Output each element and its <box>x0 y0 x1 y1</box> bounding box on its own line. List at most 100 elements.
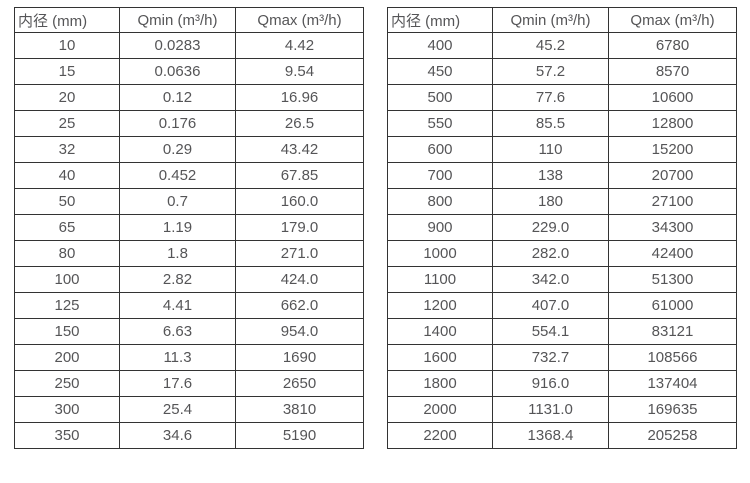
column-header-1: Qmin (m³/h) <box>492 7 609 33</box>
table-cell: 550 <box>387 110 493 137</box>
table-cell: 77.6 <box>492 84 609 111</box>
table-cell: 180 <box>492 188 609 215</box>
table-cell: 662.0 <box>235 292 364 319</box>
table-cell: 350 <box>14 422 120 449</box>
table-row: 1200 407.0 61000 <box>387 292 737 319</box>
table-cell: 34.6 <box>119 422 236 449</box>
table-cell: 80 <box>14 240 120 267</box>
header-row: 内径 (mm) Qmin (m³/h) Qmax (m³/h) <box>14 7 364 33</box>
table-cell: 45.2 <box>492 32 609 59</box>
table-cell: 0.29 <box>119 136 236 163</box>
table-cell: 179.0 <box>235 214 364 241</box>
table-cell: 9.54 <box>235 58 364 85</box>
table-cell: 2000 <box>387 396 493 423</box>
table-cell: 110 <box>492 136 609 163</box>
table-cell: 250 <box>14 370 120 397</box>
table-cell: 4.41 <box>119 292 236 319</box>
table-cell: 85.5 <box>492 110 609 137</box>
table-row: 15 0.0636 9.54 <box>14 58 364 85</box>
table-cell: 108566 <box>608 344 737 371</box>
table-cell: 0.12 <box>119 84 236 111</box>
table-cell: 3810 <box>235 396 364 423</box>
table-cell: 1600 <box>387 344 493 371</box>
table-cell: 1400 <box>387 318 493 345</box>
table-cell: 125 <box>14 292 120 319</box>
table-cell: 2200 <box>387 422 493 449</box>
flow-rate-table-large-diameters: 内径 (mm) Qmin (m³/h) Qmax (m³/h) 400 45.2 6780… <box>387 7 737 449</box>
table-cell: 0.452 <box>119 162 236 189</box>
table-cell: 51300 <box>608 266 737 293</box>
table-cell: 25 <box>14 110 120 137</box>
table-cell: 229.0 <box>492 214 609 241</box>
flow-rate-table-small-diameters: 内径 (mm) Qmin (m³/h) Qmax (m³/h) 10 0.0283 4.4… <box>14 7 364 449</box>
table-cell: 100 <box>14 266 120 293</box>
table-cell: 1131.0 <box>492 396 609 423</box>
table-row: 50 0.7 160.0 <box>14 188 364 215</box>
table-cell: 205258 <box>608 422 737 449</box>
table-cell: 700 <box>387 162 493 189</box>
table-cell: 1200 <box>387 292 493 319</box>
table-cell: 2650 <box>235 370 364 397</box>
table-cell: 407.0 <box>492 292 609 319</box>
table-cell: 25.4 <box>119 396 236 423</box>
table-row: 1800 916.0 137404 <box>387 370 737 397</box>
table-cell: 1100 <box>387 266 493 293</box>
table-cell: 554.1 <box>492 318 609 345</box>
table-cell: 67.85 <box>235 162 364 189</box>
column-header-0: 内径 (mm) <box>387 7 493 33</box>
table-cell: 20700 <box>608 162 737 189</box>
table-cell: 26.5 <box>235 110 364 137</box>
table-cell: 8570 <box>608 58 737 85</box>
table-cell: 271.0 <box>235 240 364 267</box>
table-cell: 61000 <box>608 292 737 319</box>
table-cell: 43.42 <box>235 136 364 163</box>
table-cell: 0.7 <box>119 188 236 215</box>
table-cell: 450 <box>387 58 493 85</box>
table-cell: 400 <box>387 32 493 59</box>
table-row: 900 229.0 34300 <box>387 214 737 241</box>
table-cell: 1690 <box>235 344 364 371</box>
table-row: 2200 1368.4 205258 <box>387 422 737 449</box>
table-row: 600 110 15200 <box>387 136 737 163</box>
table-cell: 200 <box>14 344 120 371</box>
table-row: 700 138 20700 <box>387 162 737 189</box>
table-row: 25 0.176 26.5 <box>14 110 364 137</box>
table-cell: 1.8 <box>119 240 236 267</box>
table-cell: 5190 <box>235 422 364 449</box>
column-header-0: 内径 (mm) <box>14 7 120 33</box>
table-cell: 1800 <box>387 370 493 397</box>
table-row: 250 17.6 2650 <box>14 370 364 397</box>
table-row: 32 0.29 43.42 <box>14 136 364 163</box>
table-cell: 800 <box>387 188 493 215</box>
table-cell: 150 <box>14 318 120 345</box>
table-row: 20 0.12 16.96 <box>14 84 364 111</box>
table-cell: 2.82 <box>119 266 236 293</box>
table-cell: 342.0 <box>492 266 609 293</box>
table-row: 350 34.6 5190 <box>14 422 364 449</box>
table-cell: 6.63 <box>119 318 236 345</box>
table-row: 1100 342.0 51300 <box>387 266 737 293</box>
table-cell: 0.0636 <box>119 58 236 85</box>
table-cell: 282.0 <box>492 240 609 267</box>
table-row: 500 77.6 10600 <box>387 84 737 111</box>
table-row: 400 45.2 6780 <box>387 32 737 59</box>
table-row: 100 2.82 424.0 <box>14 266 364 293</box>
table-cell: 1368.4 <box>492 422 609 449</box>
table-cell: 16.96 <box>235 84 364 111</box>
table-cell: 4.42 <box>235 32 364 59</box>
table-row: 1600 732.7 108566 <box>387 344 737 371</box>
table-cell: 11.3 <box>119 344 236 371</box>
table-cell: 0.0283 <box>119 32 236 59</box>
table-cell: 10 <box>14 32 120 59</box>
table-row: 80 1.8 271.0 <box>14 240 364 267</box>
table-cell: 600 <box>387 136 493 163</box>
table-cell: 32 <box>14 136 120 163</box>
table-cell: 10600 <box>608 84 737 111</box>
table-cell: 500 <box>387 84 493 111</box>
table-row: 800 180 27100 <box>387 188 737 215</box>
table-row: 1400 554.1 83121 <box>387 318 737 345</box>
header-row: 内径 (mm) Qmin (m³/h) Qmax (m³/h) <box>387 7 737 33</box>
table-row: 150 6.63 954.0 <box>14 318 364 345</box>
table-cell: 6780 <box>608 32 737 59</box>
